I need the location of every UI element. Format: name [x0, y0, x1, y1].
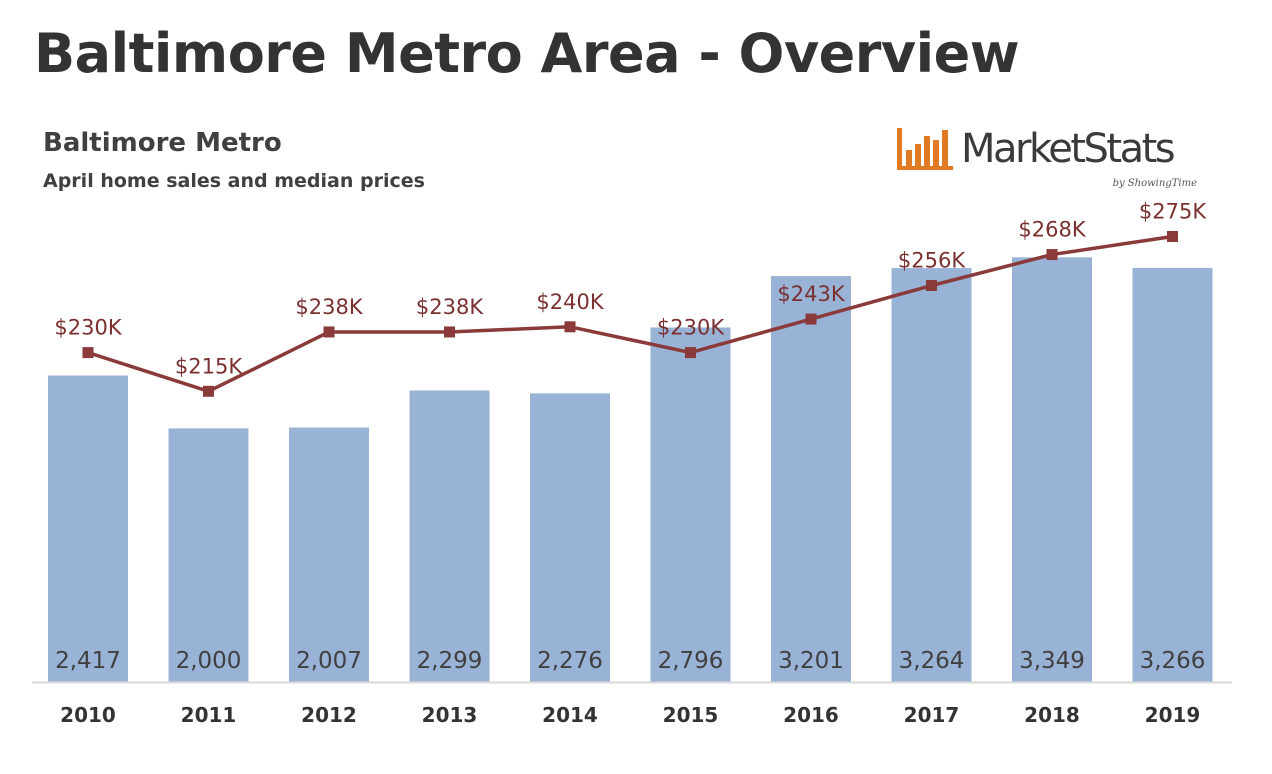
- bar-value-label: 2,417: [55, 648, 121, 674]
- x-tick-label: 2014: [542, 703, 598, 727]
- bar-value-label: 2,299: [417, 648, 483, 674]
- price-marker: [564, 321, 576, 333]
- x-tick-label: 2016: [783, 703, 839, 727]
- chart-title: Baltimore Metro: [43, 128, 282, 158]
- x-tick-label: 2010: [60, 703, 116, 727]
- price-marker: [323, 326, 335, 338]
- bar-value-label: 2,796: [658, 648, 724, 674]
- marketstats-logo: MarketStats by ShowingTime: [895, 120, 1205, 196]
- price-marker: [1167, 231, 1178, 242]
- chart-subtitle: April home sales and median prices: [43, 170, 425, 192]
- bar: [771, 276, 851, 682]
- price-marker: [685, 347, 696, 359]
- x-tick-label: 2011: [181, 703, 237, 727]
- price-marker: [926, 280, 937, 292]
- bar-value-label: 3,349: [1019, 648, 1085, 674]
- bar-value-label: 3,266: [1140, 648, 1206, 674]
- bar: [48, 375, 128, 682]
- price-marker: [82, 347, 94, 359]
- bar: [650, 327, 731, 682]
- logo-text: MarketStats: [961, 126, 1176, 172]
- bar: [530, 393, 610, 682]
- price-label: $215K: [175, 354, 243, 378]
- bar: [1132, 267, 1213, 682]
- price-label: $238K: [416, 295, 484, 319]
- bar: [289, 427, 369, 682]
- price-marker: [444, 326, 455, 338]
- x-tick-label: 2018: [1024, 703, 1080, 727]
- bar: [1012, 257, 1092, 682]
- x-tick-label: 2017: [904, 703, 960, 727]
- price-label: $275K: [1139, 200, 1207, 224]
- bar-value-label: 3,201: [778, 648, 844, 674]
- bar: [168, 428, 249, 682]
- price-marker: [805, 313, 817, 325]
- price-label: $243K: [777, 282, 845, 306]
- bar-chart-logo-icon: [897, 128, 953, 170]
- x-tick-label: 2013: [422, 703, 478, 727]
- bar-value-label: 2,007: [296, 648, 362, 674]
- price-label: $256K: [898, 249, 966, 273]
- price-label: $230K: [657, 316, 725, 340]
- price-label: $238K: [295, 295, 363, 319]
- logo-tagline: by ShowingTime: [1112, 178, 1197, 189]
- x-tick-label: 2019: [1145, 703, 1201, 727]
- price-label: $230K: [54, 316, 122, 340]
- bar-value-label: 2,000: [176, 648, 242, 674]
- price-marker: [203, 385, 214, 397]
- price-marker: [1046, 249, 1058, 261]
- price-label: $240K: [536, 290, 604, 314]
- price-line: [87, 234, 1173, 394]
- page-title: Baltimore Metro Area - Overview: [34, 22, 1020, 85]
- price-label: $268K: [1018, 218, 1086, 242]
- x-tick-label: 2015: [663, 703, 719, 727]
- bar-value-label: 2,276: [537, 648, 603, 674]
- bar-value-label: 3,264: [899, 648, 965, 674]
- x-tick-label: 2012: [301, 703, 357, 727]
- bar: [891, 268, 972, 682]
- bar: [409, 390, 490, 682]
